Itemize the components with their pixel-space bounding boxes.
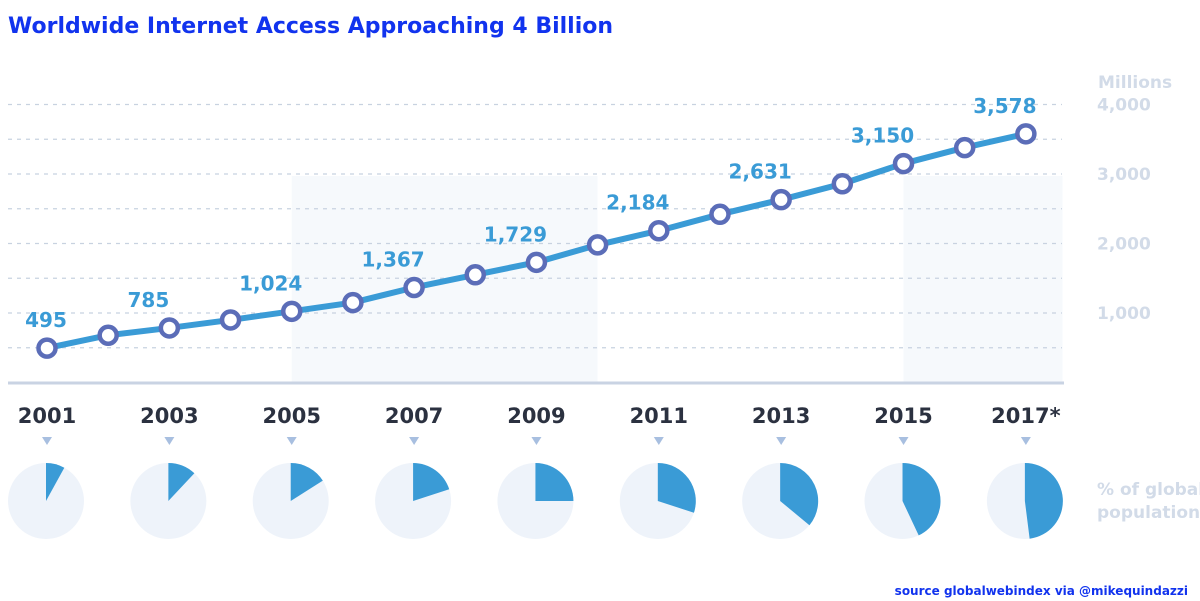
data-point [831, 172, 854, 195]
data-label: 2,184 [606, 191, 669, 215]
pie-label-line-1: % of global [1097, 480, 1200, 500]
shaded-band [903, 176, 1063, 383]
pie-slice [780, 463, 819, 526]
data-label: 3,578 [973, 94, 1036, 118]
x-tick-label: 2007 [385, 404, 443, 428]
data-markers [36, 123, 1037, 359]
y-tick-label: 1,000 [1097, 304, 1151, 324]
tick-arrow [164, 437, 175, 445]
y-tick-label: 4,000 [1097, 96, 1151, 116]
data-point [709, 203, 731, 226]
data-point [953, 136, 976, 159]
pie-slice [290, 463, 323, 501]
pie-slice [168, 463, 195, 501]
data-point [464, 264, 487, 286]
data-label: 1,024 [239, 271, 302, 295]
data-label: 1,729 [484, 222, 547, 246]
data-label: 495 [25, 308, 67, 332]
data-labels: 495 785 1,024 1,367 1,729 2,184 2,631 3,150 3,57… [25, 94, 1036, 332]
x-tick-label: 2015 [874, 404, 932, 428]
tick-arrow [1020, 437, 1031, 445]
x-tick-label: 2013 [752, 404, 810, 428]
data-point [158, 317, 181, 339]
data-point [586, 234, 609, 256]
x-tick-label: 2017* [991, 404, 1060, 428]
population-pies [8, 463, 1063, 539]
data-label: 1,367 [361, 247, 424, 271]
y-tick-labels: 1,000 2,000 3,000 4,000 [1097, 96, 1151, 325]
tick-arrow [898, 437, 909, 445]
x-tick-label: 2011 [630, 404, 688, 428]
x-tick-label: 2009 [507, 404, 565, 428]
y-axis-unit-label: Millions [1098, 73, 1172, 93]
data-point [280, 300, 303, 323]
tick-arrow [409, 437, 420, 445]
data-point [342, 291, 364, 314]
tick-arrow [776, 437, 787, 445]
x-tick-arrows [42, 437, 1031, 445]
data-label: 3,150 [851, 124, 914, 148]
chart-title: Worldwide Internet Access Approaching 4 … [8, 14, 613, 39]
data-point [648, 219, 670, 242]
y-tick-label: 2,000 [1097, 235, 1151, 255]
data-label: 2,631 [729, 160, 792, 184]
pie-slice [535, 463, 574, 501]
data-point [97, 324, 119, 346]
source-credit: source globalwebindex via @mikequindazzi [895, 584, 1188, 598]
y-tick-label: 3,000 [1097, 165, 1151, 185]
pie-slice [46, 463, 65, 501]
pie-slice [657, 463, 696, 513]
data-point [403, 276, 425, 299]
x-tick-labels: 2001 2003 2005 2007 2009 2011 2013 2015 2017* [18, 404, 1061, 428]
x-tick-label: 2005 [262, 404, 320, 428]
data-point [219, 309, 242, 331]
data-point [1015, 123, 1037, 145]
data-point [525, 251, 548, 274]
data-point [36, 337, 58, 359]
data-point [892, 152, 915, 175]
shaded-bands [291, 176, 1063, 383]
tick-arrow [653, 437, 664, 445]
pie-slice [1024, 463, 1063, 539]
pie-slice [902, 463, 941, 536]
tick-arrow [531, 437, 542, 445]
x-tick-label: 2003 [140, 404, 198, 428]
tick-arrow [286, 437, 297, 445]
data-label: 785 [127, 288, 169, 312]
pie-label-line-2: population [1097, 503, 1200, 523]
x-tick-label: 2001 [18, 404, 76, 428]
pie-slice [413, 463, 450, 501]
tick-arrow [42, 437, 52, 445]
data-point [770, 188, 792, 211]
